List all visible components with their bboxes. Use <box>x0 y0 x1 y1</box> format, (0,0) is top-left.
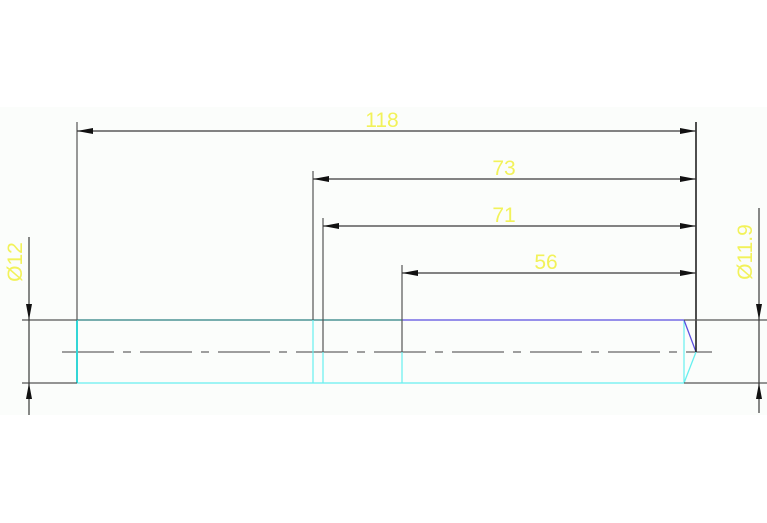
extension-lines <box>22 122 767 384</box>
dim-text-118: 118 <box>365 109 398 132</box>
dim-text-73: 73 <box>492 157 515 180</box>
chamfer-top <box>683 319 697 353</box>
dim-text-56: 56 <box>534 251 557 274</box>
chamfer-bottom <box>683 351 697 384</box>
dim-text-dia12: Ø12 <box>4 242 27 282</box>
dim-text-71: 71 <box>492 204 515 227</box>
drawing-area <box>0 107 767 415</box>
shaft-outline <box>76 319 697 384</box>
dim-text-dia119: Ø11.9 <box>734 224 757 280</box>
